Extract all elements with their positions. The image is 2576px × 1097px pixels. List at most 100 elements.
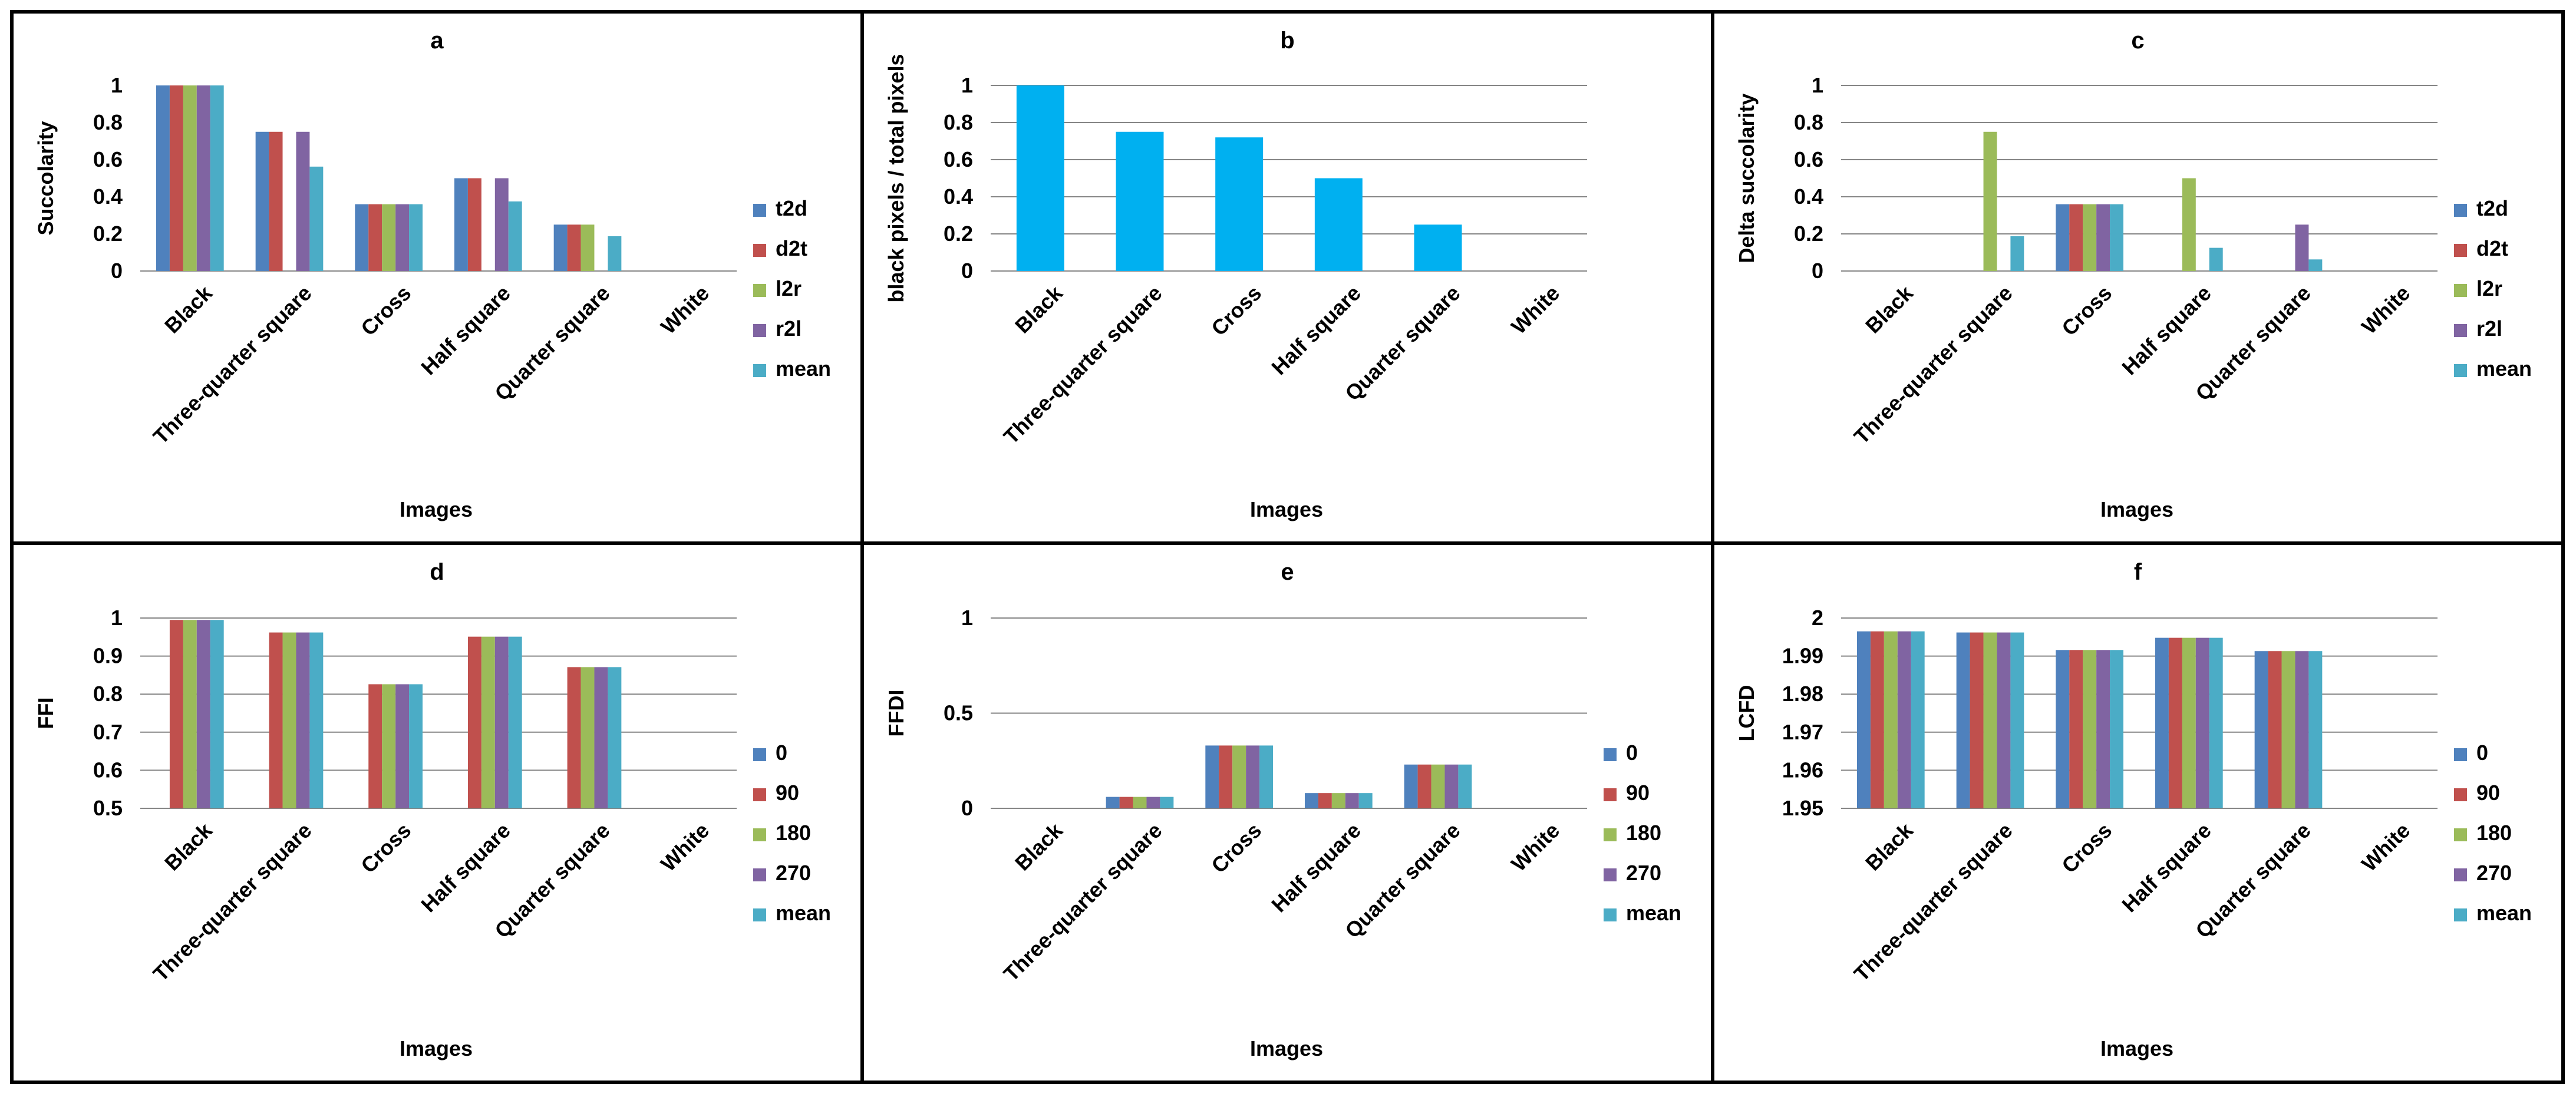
bar-f-180-1 xyxy=(1983,632,1997,808)
y-axis-title: Delta succolarity xyxy=(1734,93,1759,263)
x-tick-label: Black xyxy=(1861,818,1918,875)
y-tick-label: 1.96 xyxy=(1782,758,1823,782)
legend-label: r2l xyxy=(776,316,802,341)
bar-a-mean-4 xyxy=(608,236,622,271)
y-tick-label: 0 xyxy=(961,796,973,820)
bar-e-mean-4 xyxy=(1458,764,1472,808)
bar-d-90-0 xyxy=(169,620,183,808)
bar-a-t2d-1 xyxy=(255,131,269,271)
bar-f-0-3 xyxy=(2155,637,2169,808)
x-tick-label: Black xyxy=(160,280,217,338)
legend-swatch xyxy=(2454,788,2467,801)
bar-f-270-2 xyxy=(2096,650,2110,808)
bar-c-mean-1 xyxy=(2010,236,2024,271)
legend-swatch xyxy=(753,908,766,921)
legend-swatch xyxy=(2454,868,2467,881)
bar-b-black pixels / total pixels-1 xyxy=(1116,131,1164,271)
x-tick-label: Three-quarter square xyxy=(999,818,1167,986)
bar-d-180-4 xyxy=(580,667,595,808)
bar-e-0-4 xyxy=(1404,764,1418,808)
legend-swatch xyxy=(2454,828,2467,841)
bar-e-90-4 xyxy=(1417,764,1432,808)
y-tick-label: 0.8 xyxy=(944,110,973,134)
legend-label: 270 xyxy=(776,861,811,885)
bar-f-0-1 xyxy=(1956,632,1970,808)
bar-a-t2d-4 xyxy=(553,224,568,271)
bar-e-270-1 xyxy=(1146,797,1160,808)
bar-e-90-3 xyxy=(1318,793,1332,808)
legend-label: 180 xyxy=(776,821,811,845)
legend-swatch xyxy=(2454,908,2467,921)
x-tick-label: Cross xyxy=(1206,281,1266,341)
legend-swatch xyxy=(2454,324,2467,337)
bar-f-mean-4 xyxy=(2308,651,2323,808)
x-tick-label: Black xyxy=(160,818,217,875)
bar-d-mean-3 xyxy=(508,636,522,808)
y-tick-label: 0.8 xyxy=(93,682,123,706)
y-tick-label: 0.6 xyxy=(93,147,123,171)
bar-c-d2t-2 xyxy=(2069,204,2083,271)
bar-d-mean-4 xyxy=(608,667,622,808)
bar-e-270-2 xyxy=(1246,745,1260,808)
y-axis-title: FFI xyxy=(34,698,58,729)
bar-a-d2t-3 xyxy=(467,178,481,271)
chart-title: a xyxy=(430,28,444,54)
bar-a-d2t-4 xyxy=(567,224,581,271)
y-tick-label: 1 xyxy=(961,73,973,97)
x-tick-label: Black xyxy=(1010,818,1068,875)
y-tick-label: 1.95 xyxy=(1782,796,1823,820)
bar-d-90-1 xyxy=(269,632,283,808)
bar-a-t2d-2 xyxy=(355,204,369,271)
bar-d-90-4 xyxy=(567,667,581,808)
y-tick-label: 1 xyxy=(1812,73,1823,97)
y-axis-title: Succolarity xyxy=(34,121,58,235)
bar-d-270-4 xyxy=(594,667,608,808)
y-tick-label: 0.4 xyxy=(1794,184,1823,209)
y-axis-title: black pixels / total pixels xyxy=(884,54,908,302)
bar-a-l2r-4 xyxy=(580,224,595,271)
legend-swatch xyxy=(753,868,766,881)
legend-swatch xyxy=(753,324,766,337)
bar-a-r2l-2 xyxy=(395,204,410,271)
x-tick-label: Cross xyxy=(356,281,415,341)
bar-b-black pixels / total pixels-4 xyxy=(1414,224,1462,271)
panel-border xyxy=(10,10,864,545)
x-tick-label: Half square xyxy=(2117,818,2216,917)
y-tick-label: 1 xyxy=(111,606,123,630)
bar-c-t2d-2 xyxy=(2056,204,2070,271)
y-tick-label: 0.5 xyxy=(93,796,123,820)
y-tick-label: 0.6 xyxy=(93,758,123,782)
legend-label: mean xyxy=(2476,901,2532,925)
bar-f-mean-2 xyxy=(2110,650,2124,808)
x-tick-label: Black xyxy=(1010,280,1068,338)
bar-d-180-0 xyxy=(183,620,197,808)
bar-e-0-2 xyxy=(1205,745,1219,808)
bar-e-mean-3 xyxy=(1358,793,1373,808)
legend-label: 0 xyxy=(1626,741,1638,765)
bar-f-180-4 xyxy=(2281,651,2295,808)
x-tick-label: White xyxy=(2357,818,2415,876)
bar-c-r2l-2 xyxy=(2096,204,2110,271)
legend-label: 0 xyxy=(2476,741,2488,765)
x-tick-label: Black xyxy=(1861,280,1918,338)
y-tick-label: 1.98 xyxy=(1782,682,1823,706)
legend-label: 90 xyxy=(776,781,799,805)
x-axis-title: Images xyxy=(400,497,473,521)
y-tick-label: 0.6 xyxy=(1794,147,1823,171)
x-tick-label: White xyxy=(2357,281,2415,339)
x-tick-label: White xyxy=(1506,281,1564,339)
bar-f-0-0 xyxy=(1856,631,1871,808)
bar-f-180-3 xyxy=(2182,637,2196,808)
bar-f-270-0 xyxy=(1897,631,1911,808)
legend-label: 90 xyxy=(2476,781,2500,805)
x-tick-label: Half square xyxy=(1266,281,1365,380)
x-tick-label: Cross xyxy=(2057,818,2116,878)
chart-panel-f: f 1.95 1.96 1.97 1.98 1.99 2 BlackThree-quarter… xyxy=(1711,541,2565,1084)
legend-swatch xyxy=(2454,364,2467,377)
legend-label: t2d xyxy=(2476,196,2508,220)
x-axis-title: Images xyxy=(1250,497,1323,521)
